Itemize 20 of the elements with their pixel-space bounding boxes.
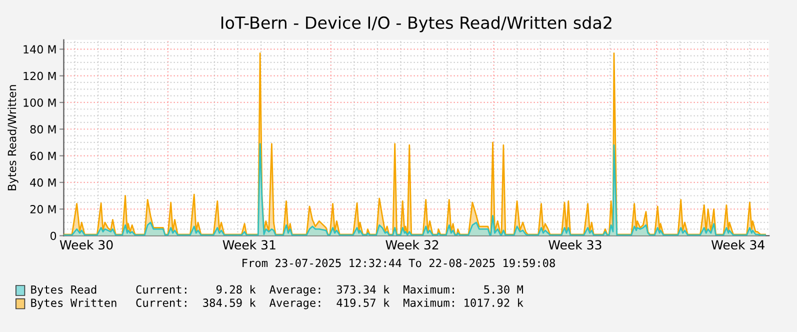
text: Current: 9.28 k Average: 373.34 k Maximum: 5.30 M <box>136 285 523 296</box>
y-tick-label: 60 M <box>30 152 56 160</box>
text: Current: 384.59 k Average: 419.57 k Maximum: 1017.92 k <box>136 298 524 310</box>
y-axis-title: Bytes Read/Written <box>8 85 18 190</box>
legend-label: Bytes Written <box>31 298 116 310</box>
y-tick-label: 120 M <box>24 72 56 80</box>
y-tick-label: 0 <box>50 232 56 240</box>
x-tick-label: Week 32 <box>386 240 438 250</box>
y-tick-label: 40 M <box>30 178 56 187</box>
x-tick-label: Week 31 <box>222 240 276 250</box>
y-tick-label: 20 M <box>30 205 56 214</box>
y-tick-label: 80 M <box>30 125 56 134</box>
x-tick-label: Week 34 <box>711 240 764 250</box>
x-tick-label: Week 30 <box>60 240 113 250</box>
text: From 23-07-2025 12:32:44 To 22-08-2025 19:59:08 <box>242 258 555 268</box>
y-tick-label: 100 M <box>24 98 56 107</box>
y-tick-label: 140 M <box>24 45 56 54</box>
chart-title: IoT-Bern - Device I/O - Bytes Read/Written sda2 <box>221 16 612 32</box>
legend-label: Bytes Read <box>31 285 96 296</box>
x-tick-label: Week 33 <box>548 240 602 250</box>
